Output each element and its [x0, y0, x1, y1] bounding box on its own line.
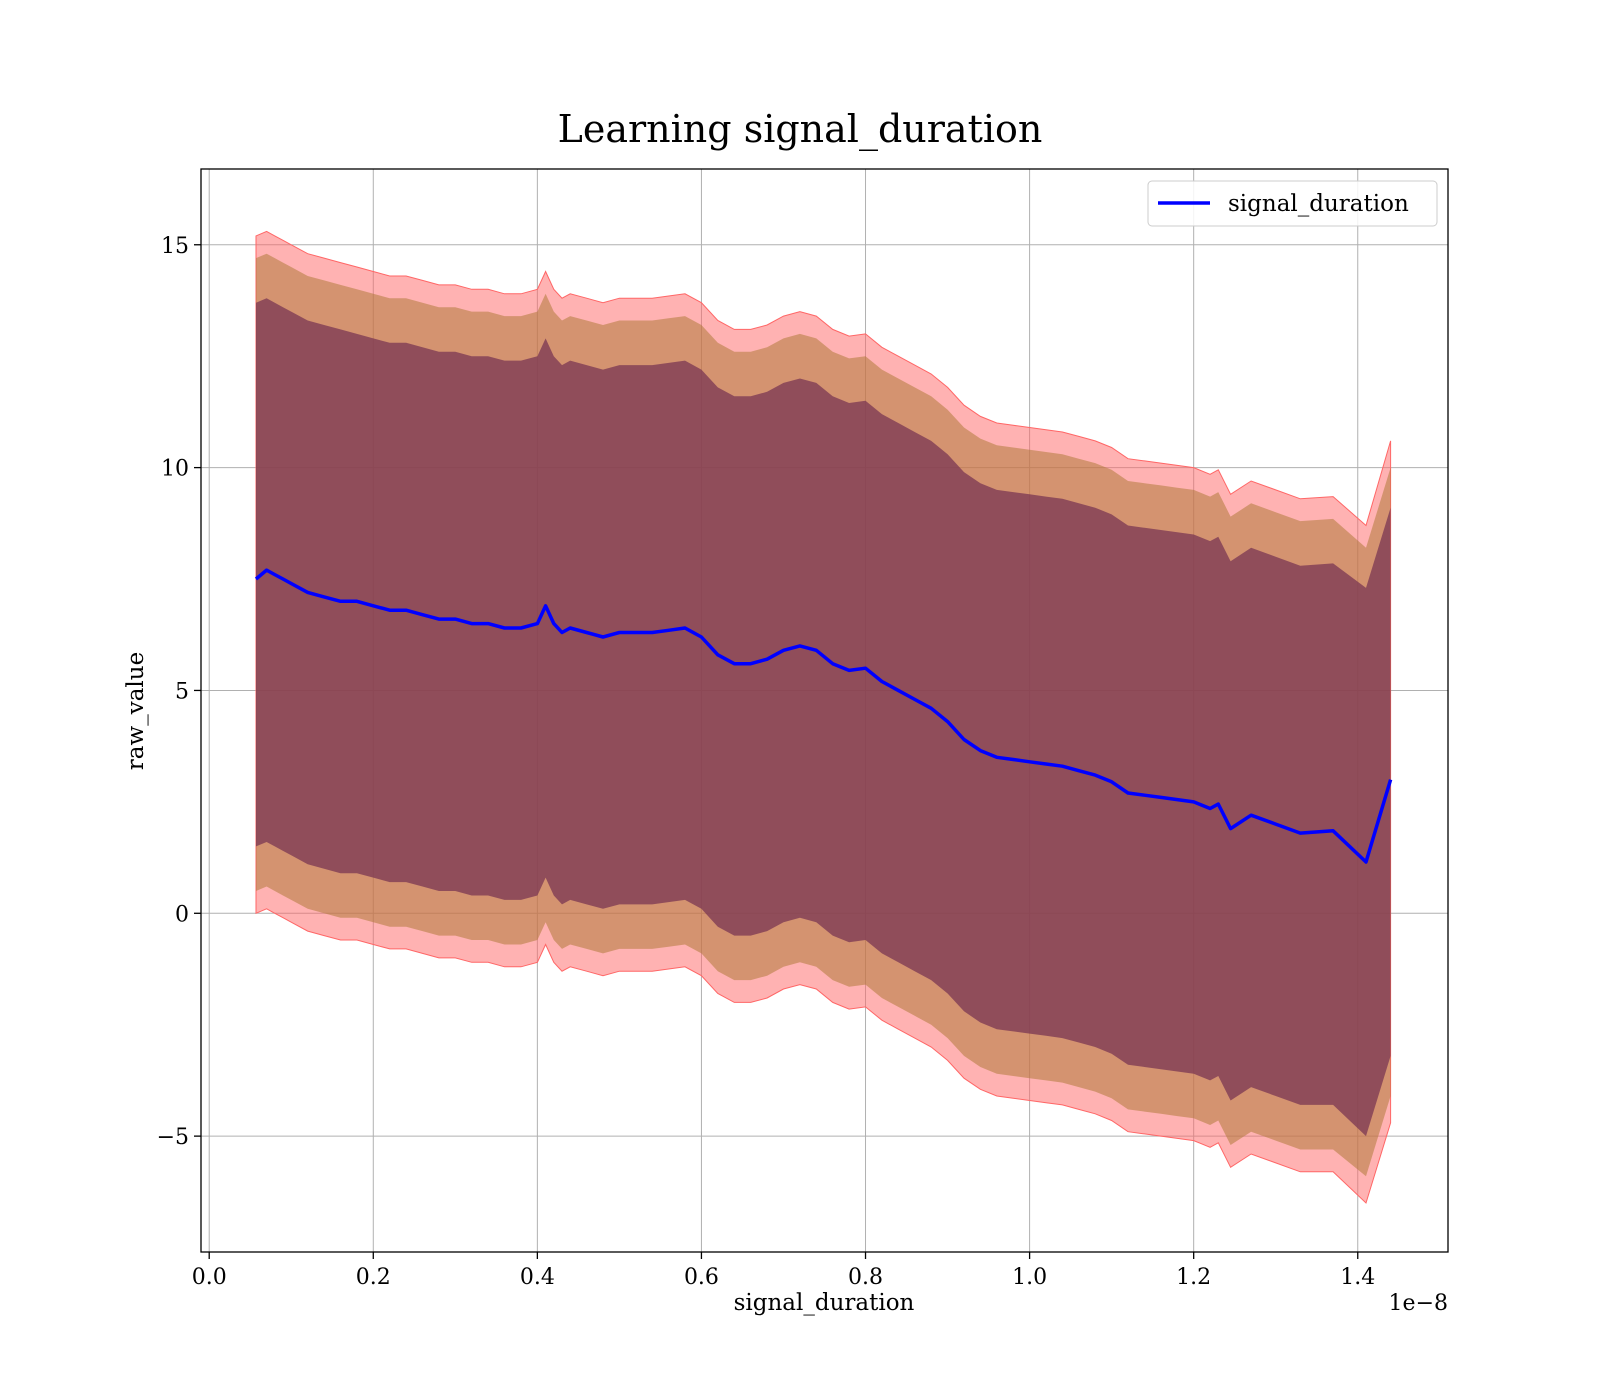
x-tick-label: 1.4	[1340, 1265, 1375, 1290]
x-axis: 0.0 0.2 0.4 0.6 0.8 1.0 1.2 1.4	[192, 1252, 1375, 1290]
y-axis: −5 0 5 10 15	[157, 234, 201, 1150]
confidence-bands	[255, 230, 1392, 1204]
series-line-signal-duration	[254, 568, 1393, 864]
y-tick-label: −5	[157, 1125, 189, 1150]
y-axis-label: raw_value	[123, 652, 149, 770]
x-tick-label: 0.6	[684, 1265, 719, 1290]
x-offset-label: 1e−8	[1389, 1291, 1448, 1316]
chart-title: Learning signal_duration	[558, 107, 1043, 152]
x-tick-label: 0.8	[848, 1265, 883, 1290]
band-inner	[256, 298, 1391, 1137]
x-tick-label: 0.4	[520, 1265, 555, 1290]
legend-label-signal-duration: signal_duration	[1228, 191, 1409, 217]
x-tick-label: 0.0	[192, 1265, 227, 1290]
legend: signal_duration	[1147, 180, 1438, 227]
y-tick-label: 15	[161, 234, 189, 259]
x-tick-label: 1.2	[1176, 1265, 1211, 1290]
y-tick-label: 0	[175, 902, 189, 927]
x-tick-label: 1.0	[1012, 1265, 1047, 1290]
y-tick-label: 5	[175, 679, 189, 704]
legend-box	[1147, 180, 1438, 227]
x-tick-label: 0.2	[356, 1265, 391, 1290]
x-axis-label: signal_duration	[734, 1290, 915, 1316]
y-tick-label: 10	[161, 457, 189, 482]
plot-frame	[200, 168, 1449, 1253]
